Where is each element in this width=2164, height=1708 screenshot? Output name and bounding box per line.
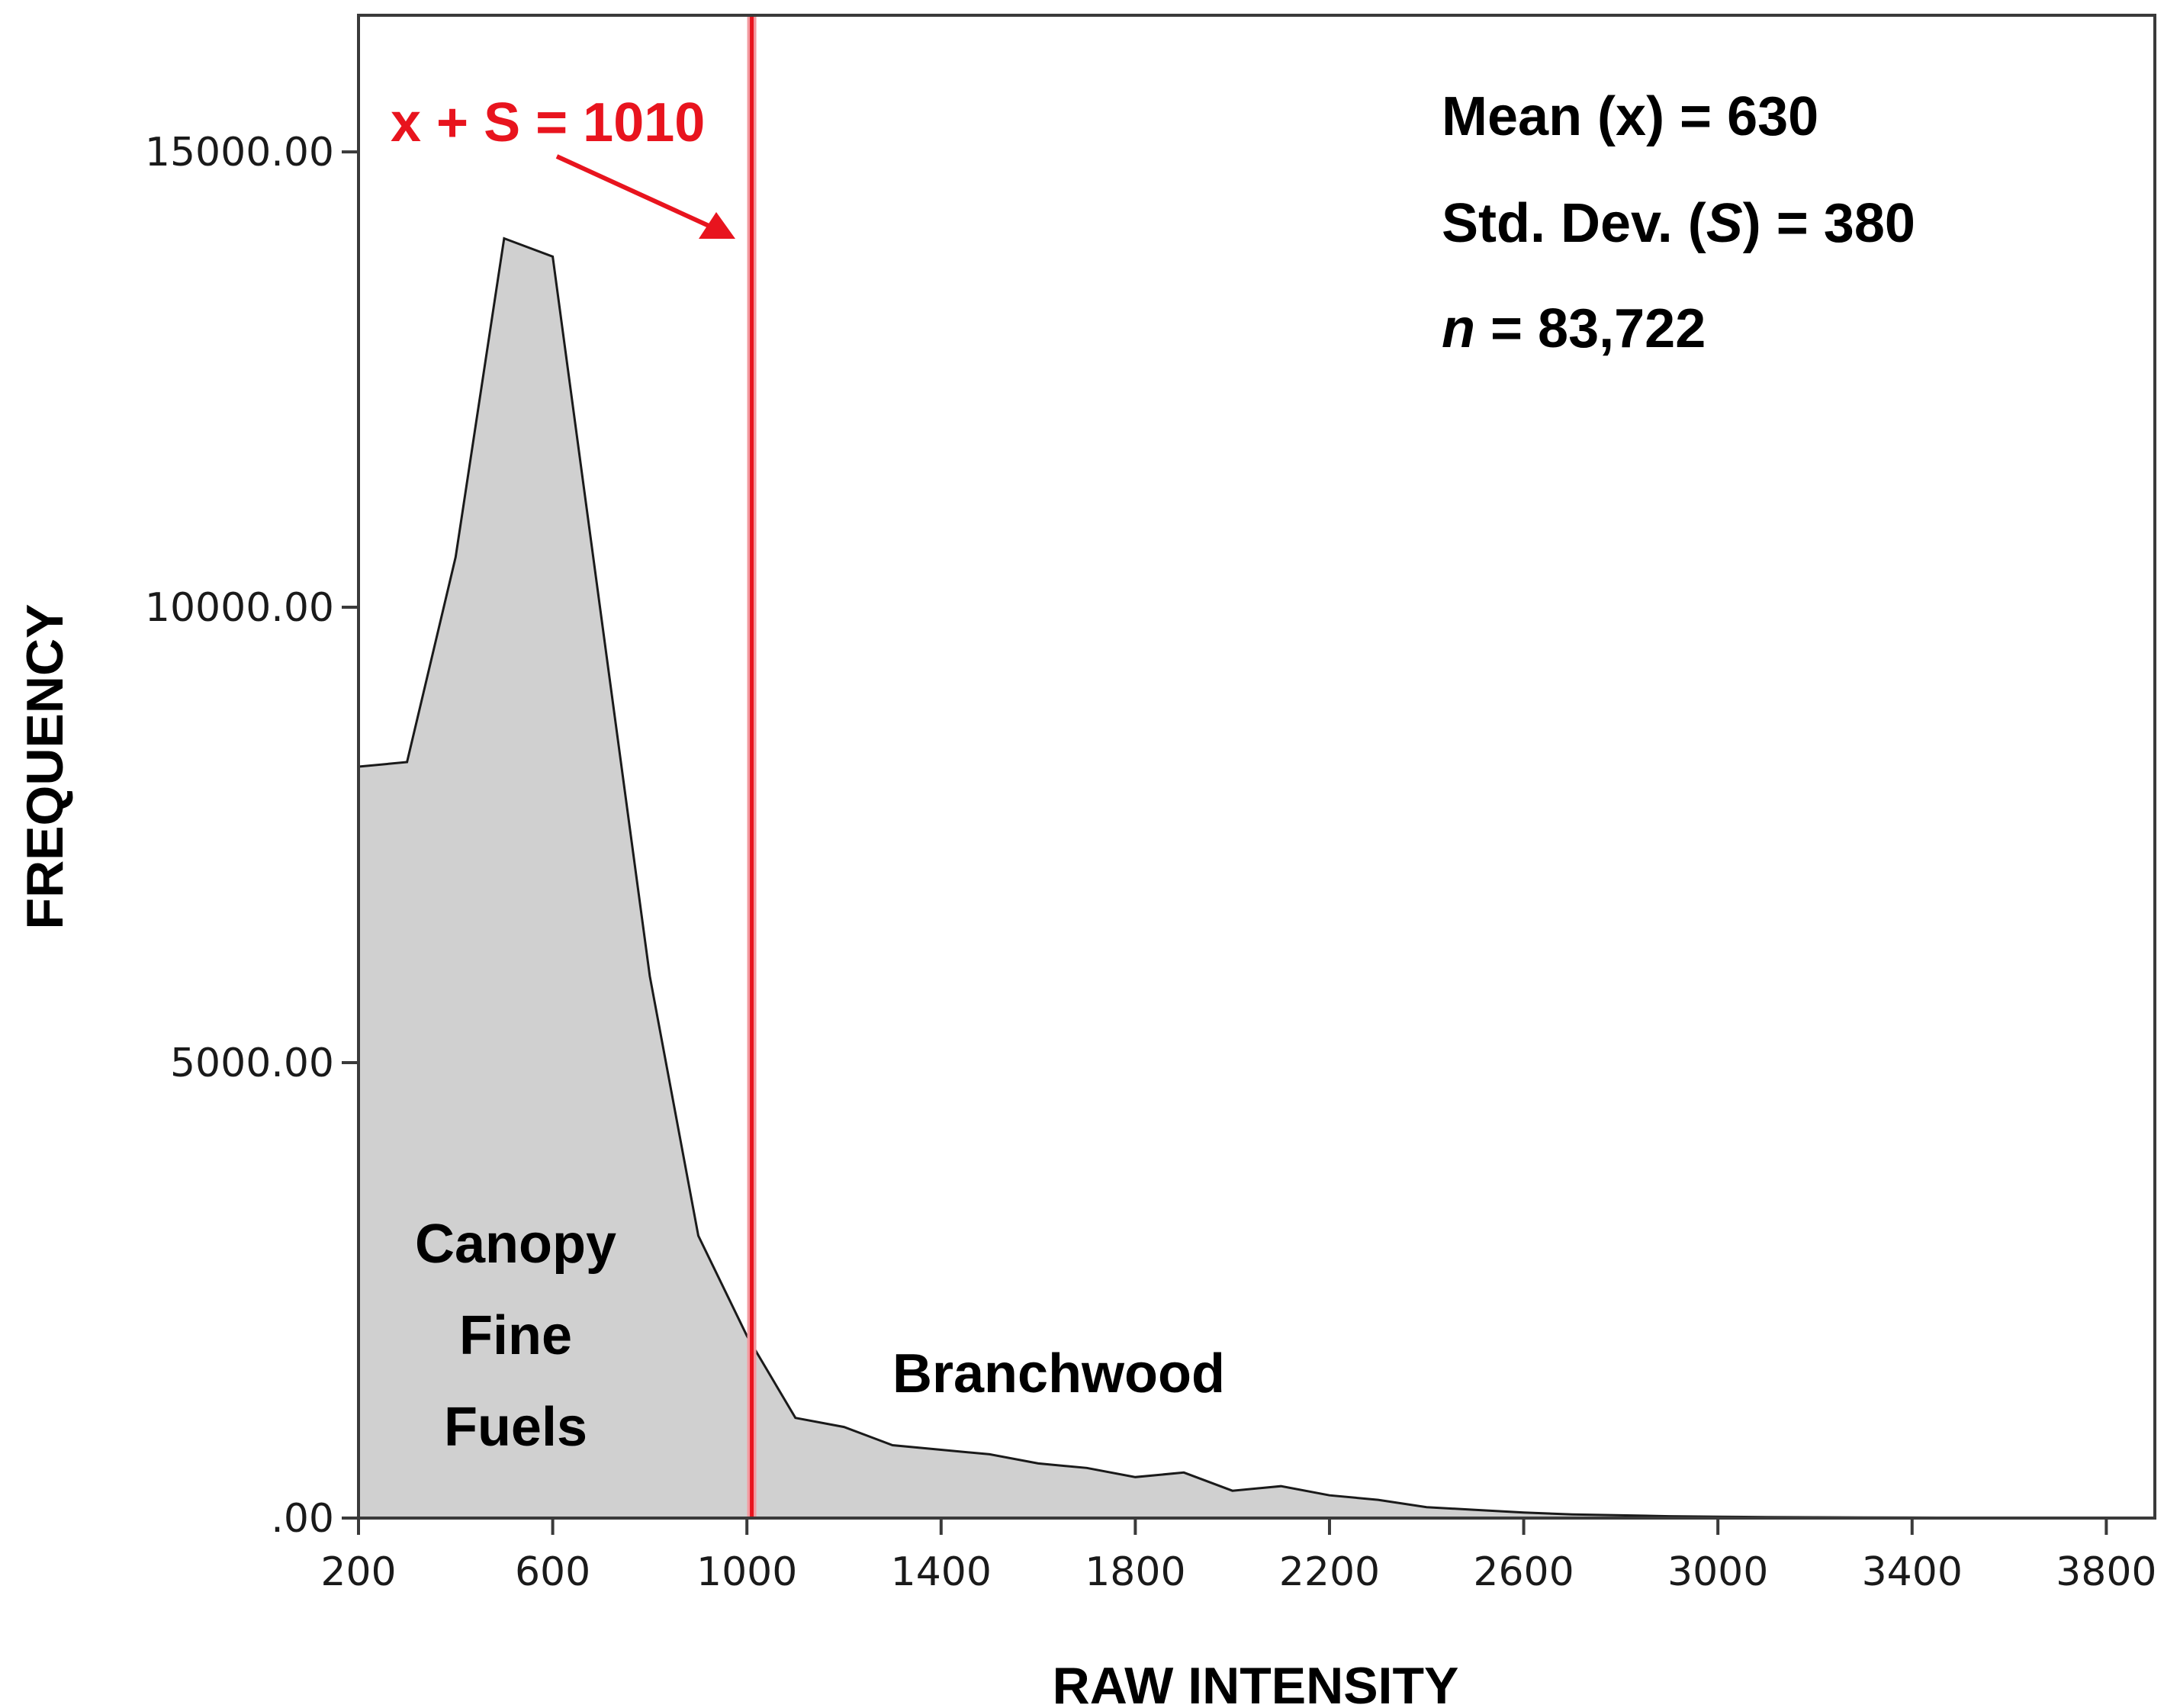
frequency-area xyxy=(359,238,2107,1518)
x-tick-label: 3800 xyxy=(2056,1549,2156,1595)
x-tick-label: 1000 xyxy=(696,1549,797,1595)
region-label-canopy-line-1: Canopy xyxy=(415,1214,616,1275)
region-label-branchwood: Branchwood xyxy=(892,1343,1225,1404)
y-tick-label: 10000.00 xyxy=(145,585,334,631)
stat-n: n = 83,722 xyxy=(1442,298,1706,359)
x-tick-label: 2600 xyxy=(1473,1549,1574,1595)
x-tick-label: 3400 xyxy=(1862,1549,1963,1595)
x-tick-label: 200 xyxy=(320,1549,396,1595)
x-tick-label: 1800 xyxy=(1085,1549,1185,1595)
y-axis: .00 5000.00 10000.00 15000.00 xyxy=(145,130,359,1542)
reference-line-layer xyxy=(747,15,757,1518)
x-axis: 200 600 1000 1400 1800 2200 2600 3000 3400 3800 xyxy=(320,1518,2157,1595)
y-tick-label: 15000.00 xyxy=(145,130,334,175)
y-tick-label: .00 xyxy=(271,1496,334,1542)
reference-line-label: x + S = 1010 xyxy=(391,92,705,153)
region-label-canopy-line-3: Fuels xyxy=(444,1397,587,1458)
stat-std-dev: Std. Dev. (S) = 380 xyxy=(1442,193,1915,254)
x-tick-label: 2200 xyxy=(1279,1549,1380,1595)
y-tick-label: 5000.00 xyxy=(170,1041,334,1086)
x-tick-label: 1400 xyxy=(891,1549,992,1595)
x-axis-title: RAW INTENSITY xyxy=(1053,1657,1459,1708)
y-axis-title: FREQUENCY xyxy=(16,604,74,930)
x-tick-label: 600 xyxy=(515,1549,590,1595)
region-label-canopy-line-2: Fine xyxy=(459,1305,572,1366)
x-tick-label: 3000 xyxy=(1667,1549,1768,1595)
reference-line-arrow xyxy=(555,154,717,231)
plot-frame xyxy=(357,14,2156,1520)
reference-line-arrowhead xyxy=(699,212,735,239)
stat-mean: Mean (x) = 630 xyxy=(1442,86,1818,147)
